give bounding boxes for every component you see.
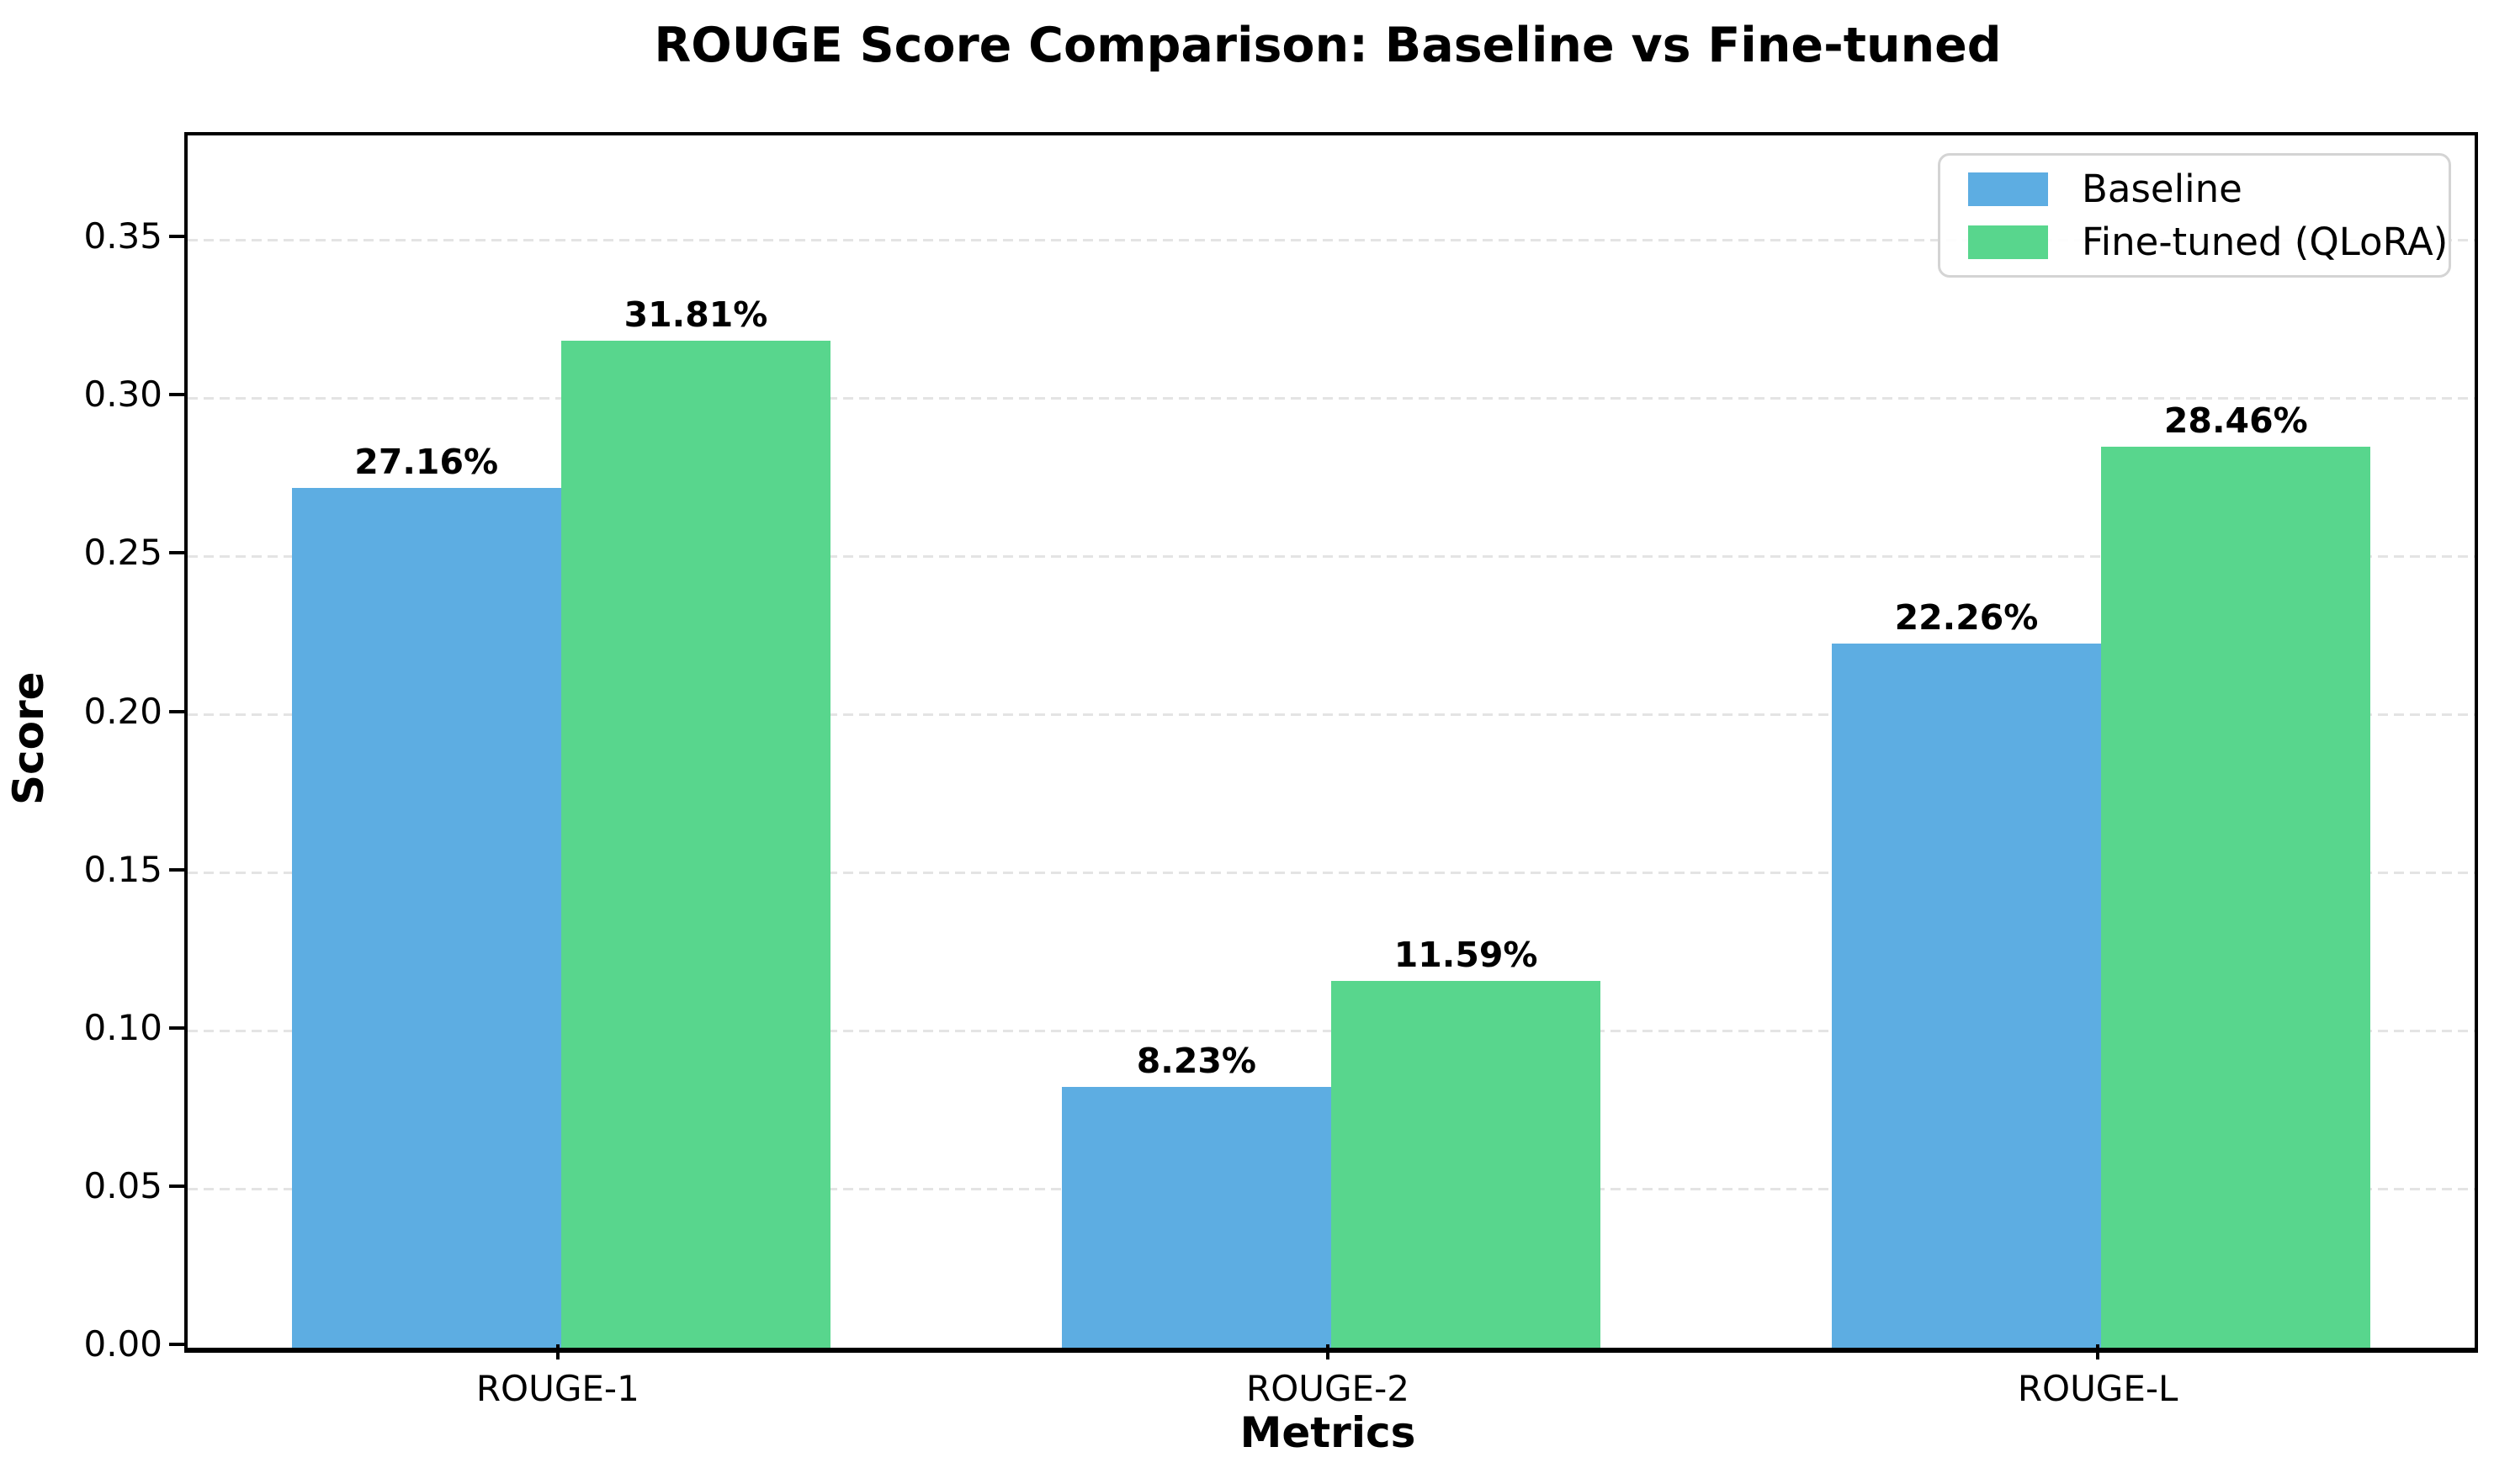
bar-baseline [1831, 643, 2102, 1348]
x-tick-label: ROUGE-1 [475, 1368, 639, 1409]
y-tick-label: 0.30 [83, 374, 162, 416]
y-tick-mark [169, 393, 184, 397]
legend-row: Fine-tuned (QLoRA) [1968, 223, 2449, 261]
y-tick-mark [169, 1184, 184, 1188]
gridline [188, 554, 2475, 558]
legend-swatch [1968, 172, 2048, 206]
bar-fine-tuned-qlora- [560, 341, 831, 1348]
gridline [188, 872, 2475, 875]
bar-fine-tuned-qlora- [2101, 447, 2371, 1348]
y-tick-label: 0.05 [83, 1164, 162, 1206]
bar-baseline [1061, 1087, 1331, 1348]
chart-title: ROUGE Score Comparison: Baseline vs Fine… [654, 18, 2002, 73]
y-tick-label: 0.35 [83, 215, 162, 257]
y-tick-mark [169, 1343, 184, 1346]
y-tick-mark [169, 709, 184, 713]
y-tick-mark [169, 551, 184, 555]
legend-label: Baseline [2082, 167, 2242, 211]
x-tick-mark [2096, 1344, 2100, 1359]
y-tick-label: 0.25 [83, 532, 162, 574]
y-tick-label: 0.00 [83, 1323, 162, 1365]
gridline [188, 396, 2475, 400]
gridline [188, 238, 2475, 241]
legend-label: Fine-tuned (QLoRA) [2082, 220, 2449, 264]
bar-baseline [291, 488, 561, 1348]
x-axis-label: Metrics [1239, 1408, 1416, 1457]
legend: Baseline Fine-tuned (QLoRA) [1938, 153, 2451, 278]
y-tick-mark [169, 867, 184, 872]
bar-value-label: 28.46% [2163, 400, 2308, 442]
bar-value-label: 8.23% [1136, 1041, 1256, 1082]
legend-row: Baseline [1968, 170, 2449, 208]
gridline [188, 713, 2475, 717]
bar-value-label: 27.16% [354, 442, 499, 483]
bar-value-label: 31.81% [624, 294, 768, 336]
bar-fine-tuned-qlora- [1331, 980, 1601, 1348]
y-tick-label: 0.15 [83, 848, 162, 890]
y-tick-label: 0.10 [83, 1006, 162, 1048]
x-tick-label: ROUGE-L [2017, 1368, 2178, 1409]
y-axis-label: Score [4, 671, 53, 805]
y-tick-mark [169, 235, 184, 239]
legend-swatch [1968, 225, 2048, 259]
x-tick-mark [555, 1344, 560, 1359]
y-tick-mark [169, 1026, 184, 1030]
bar-value-label: 22.26% [1894, 596, 2039, 638]
plot-area: 27.16% 31.81% 8.23% 11.59% 22.26% 28.46% [184, 132, 2478, 1353]
x-tick-mark [1326, 1344, 1329, 1359]
bar-value-label: 11.59% [1393, 934, 1538, 975]
y-tick-label: 0.20 [83, 690, 162, 732]
x-tick-label: ROUGE-2 [1246, 1368, 1409, 1409]
